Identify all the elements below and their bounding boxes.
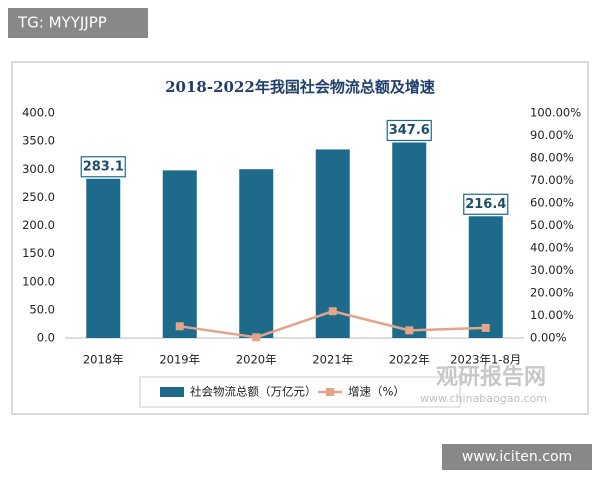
y2-tick-label: 30.00% <box>530 263 574 277</box>
value-label-box <box>463 193 509 215</box>
value-label: 216.4 <box>465 197 506 212</box>
line-marker <box>481 323 490 332</box>
site-box <box>442 444 592 470</box>
y-tick-label: 100.0 <box>22 274 55 288</box>
bar <box>239 169 274 338</box>
y2-tick-label: 80.00% <box>530 151 574 165</box>
x-tick-label: 2023年1-8月 <box>450 353 521 367</box>
y-tick-label: 300.0 <box>22 162 55 176</box>
bar <box>162 170 197 338</box>
x-tick-label: 2021年 <box>312 353 353 367</box>
y2-tick-label: 0.00% <box>530 331 567 345</box>
chart-title: 2018-2022年我国社会物流总额及增速 <box>165 78 435 96</box>
legend-box <box>139 376 461 408</box>
y2-tick-label: 90.00% <box>530 128 574 142</box>
y2-tick-label: 60.00% <box>530 196 574 210</box>
x-tick-label: 2022年 <box>389 353 430 367</box>
y2-tick-label: 20.00% <box>530 286 574 300</box>
y2-tick-label: 40.00% <box>530 241 574 255</box>
y-tick-label: 0.0 <box>37 331 55 345</box>
tag-text: TG: MYYJJPP <box>17 14 107 32</box>
y-tick-label: 50.0 <box>29 302 55 316</box>
x-tick-label: 2020年 <box>236 353 277 367</box>
bar <box>392 142 427 338</box>
line-marker <box>175 322 184 331</box>
x-tick-label: 2018年 <box>83 353 124 367</box>
y-tick-label: 400.0 <box>22 106 55 120</box>
y2-tick-label: 50.00% <box>530 218 574 232</box>
bar <box>86 178 121 338</box>
legend-label: 社会物流总额（万亿元） <box>190 385 317 399</box>
x-tick-label: 2019年 <box>159 353 200 367</box>
y-tick-label: 150.0 <box>22 246 55 260</box>
value-label: 347.6 <box>389 123 430 138</box>
tag-box <box>8 8 148 38</box>
line-marker <box>252 333 261 342</box>
bar <box>468 216 503 338</box>
y2-tick-label: 10.00% <box>530 308 574 322</box>
y2-tick-label: 70.00% <box>530 173 574 187</box>
y-tick-label: 250.0 <box>22 190 55 204</box>
y2-tick-label: 100.00% <box>530 106 581 120</box>
y-tick-label: 200.0 <box>22 218 55 232</box>
legend-swatch-marker <box>326 388 334 396</box>
watermark: 观研报告网 <box>436 365 546 390</box>
value-label-box <box>80 156 126 178</box>
site-text: www.iciten.com <box>462 449 572 465</box>
watermark-url: www.chinabaogao.com <box>420 392 547 405</box>
line-marker <box>328 307 337 316</box>
line-marker <box>405 326 414 335</box>
value-label: 283.1 <box>83 159 124 174</box>
y-tick-label: 350.0 <box>22 134 55 148</box>
legend-label: 增速（%） <box>348 385 405 399</box>
chart-frame <box>11 61 589 415</box>
legend-swatch <box>160 387 184 397</box>
bar <box>315 149 350 338</box>
value-label-box <box>386 119 432 142</box>
